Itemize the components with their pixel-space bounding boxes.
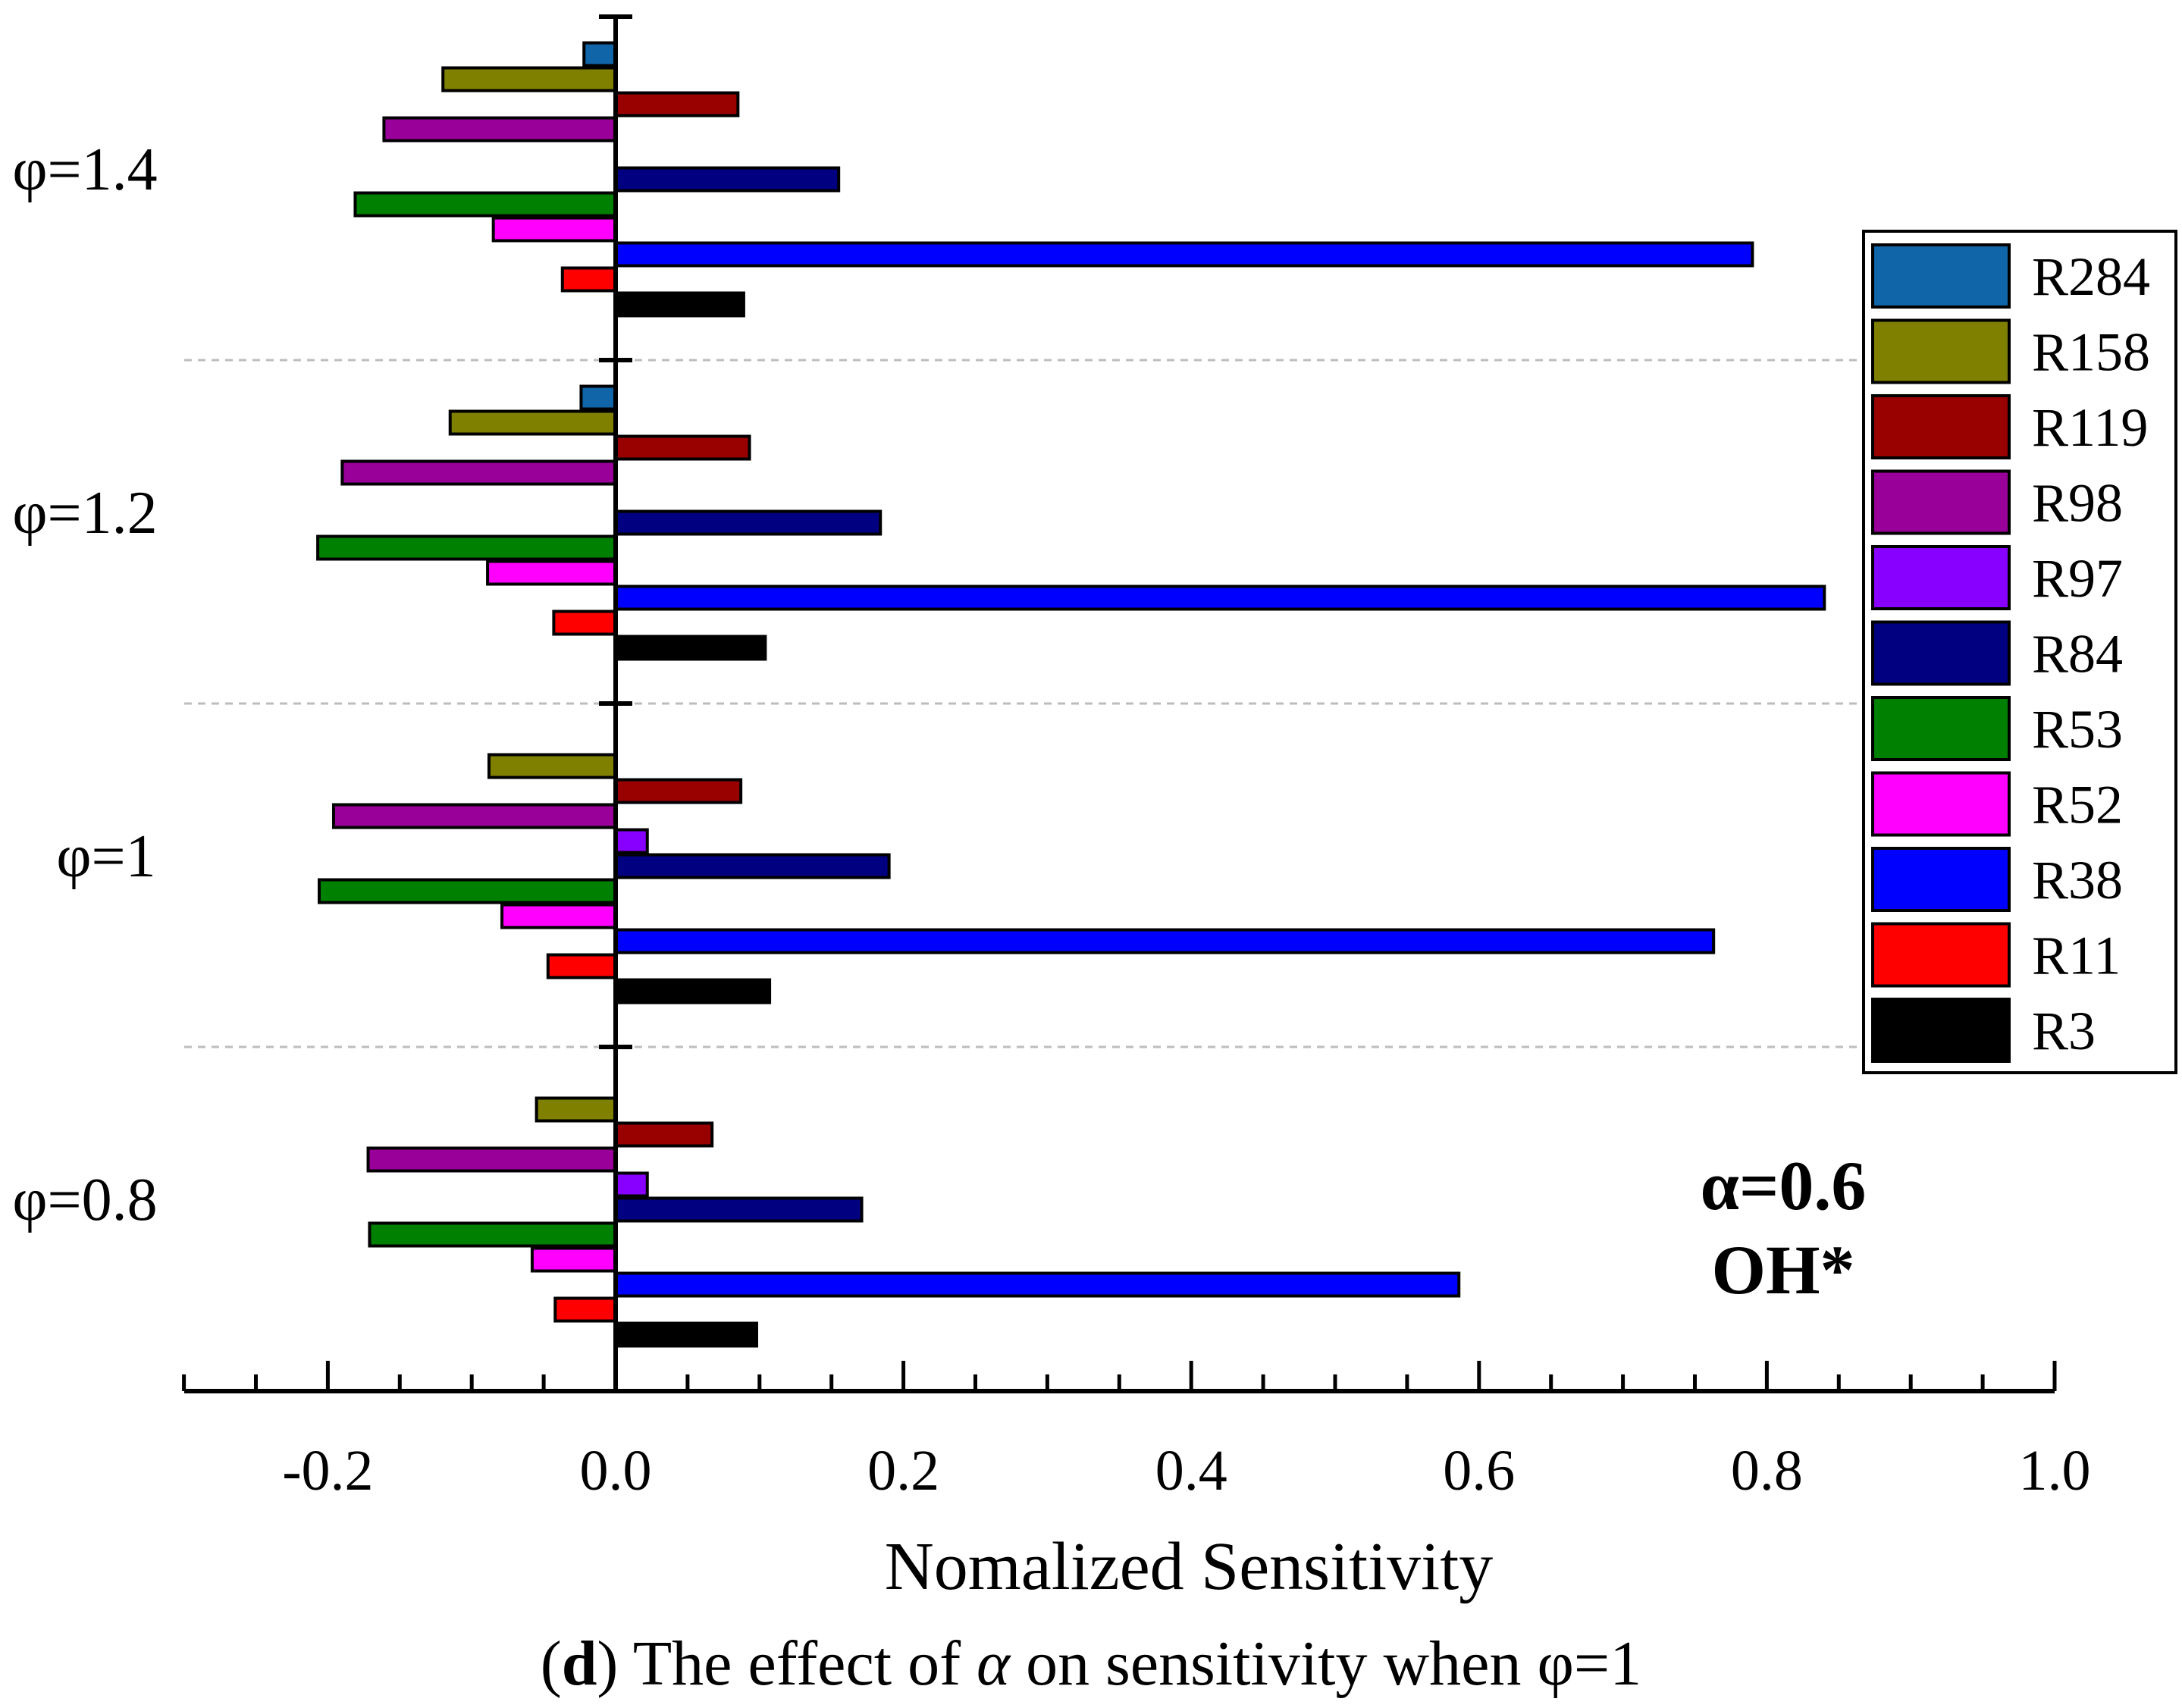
bar-r158-group-1	[441, 66, 617, 92]
bar-r38-group-3	[614, 928, 1716, 954]
legend-label-r53: R53	[2032, 699, 2123, 760]
category-label-2: φ=1.2	[12, 480, 157, 547]
x-tick-label-6: 0.8	[1731, 1439, 1803, 1503]
caption-text-after: on sensitivity when φ=1	[1010, 1628, 1641, 1699]
bar-r158-group-4	[535, 1096, 617, 1123]
legend-label-r84: R84	[2032, 624, 2123, 685]
r97	[1871, 545, 2011, 610]
x-tick-label-5: 0.6	[1443, 1439, 1515, 1503]
bar-r158-group-3	[487, 753, 618, 779]
bar-r53-group-1	[353, 191, 617, 218]
legend-label-r52: R52	[2032, 775, 2123, 835]
legend-label-r97: R97	[2032, 548, 2123, 609]
bar-r38-group-4	[614, 1271, 1461, 1298]
r11	[1871, 922, 2011, 988]
category-labels: φ=1.4 φ=1.2 φ=1 φ=0.8	[12, 136, 157, 1233]
bar-r52-group-4	[530, 1246, 618, 1273]
legend-label-r158: R158	[2032, 322, 2150, 383]
legend-label-r284: R284	[2032, 246, 2150, 307]
bar-r98-group-3	[331, 803, 617, 829]
species-annotation: OH*	[1711, 1231, 1854, 1308]
bar-r119-group-2	[614, 434, 751, 461]
bar-r84-group-4	[614, 1196, 864, 1223]
bar-r284-group-1	[582, 41, 618, 67]
bar-r98-group-1	[382, 116, 617, 143]
r38	[1871, 847, 2011, 912]
bar-r98-group-2	[340, 459, 617, 486]
bar-r97-group-3	[614, 828, 649, 854]
x-axis-ticks	[182, 1361, 2057, 1391]
bar-r52-group-1	[491, 216, 617, 243]
bar-r52-group-3	[500, 903, 617, 929]
r84	[1871, 620, 2011, 686]
caption-letter: d	[562, 1628, 597, 1699]
bar-r11-group-1	[560, 266, 617, 293]
group-separator-gridlines	[184, 359, 1858, 1048]
caption-prefix: (	[541, 1628, 562, 1699]
legend-label-r38: R38	[2032, 850, 2123, 910]
category-label-1: φ=1.4	[12, 136, 157, 203]
bar-r11-group-2	[552, 610, 617, 636]
r53	[1871, 696, 2011, 761]
bar-series	[316, 41, 1826, 1348]
bar-r38-group-1	[614, 241, 1754, 268]
bar-r119-group-3	[614, 778, 743, 804]
bar-r11-group-3	[546, 953, 618, 979]
x-tick-label-3: 0.2	[867, 1439, 939, 1503]
bar-r84-group-3	[614, 853, 891, 879]
bar-r53-group-3	[318, 878, 617, 904]
bar-r3-group-2	[614, 635, 767, 661]
x-axis-tick-labels: -0.2 0.0 0.2 0.4 0.6 0.8 1.0	[282, 1439, 2090, 1503]
legend-label-r98: R98	[2032, 473, 2123, 534]
bar-r3-group-3	[614, 978, 772, 1004]
category-label-4: φ=0.8	[12, 1167, 157, 1233]
x-tick-label-7: 1.0	[2019, 1439, 2091, 1503]
x-tick-label-4: 0.4	[1155, 1439, 1227, 1503]
legend: R284 R158 R119 R98 R97 R84 R53 R52 R38 R11 R3	[1862, 230, 2177, 1074]
bar-r53-group-4	[368, 1221, 617, 1248]
alpha-annotation: α=0.6	[1701, 1147, 1867, 1224]
category-label-3: φ=1	[56, 823, 155, 890]
x-axis-title: Nomalized Sensitivity	[885, 1529, 1493, 1604]
legend-label-r11: R11	[2032, 926, 2121, 986]
bar-r119-group-4	[614, 1121, 714, 1148]
bar-r119-group-1	[614, 91, 740, 118]
caption-text-before: ) The effect of	[597, 1628, 977, 1699]
r98	[1871, 469, 2011, 535]
x-tick-label-1: -0.2	[282, 1439, 373, 1503]
x-tick-label-2: 0.0	[580, 1439, 652, 1503]
bar-r158-group-2	[448, 409, 617, 436]
bar-r3-group-4	[614, 1321, 759, 1348]
r52	[1871, 771, 2011, 837]
bar-r38-group-2	[614, 584, 1826, 611]
figure-caption: (d) The effect of α on sensitivity when …	[541, 1628, 1642, 1699]
r3	[1871, 998, 2011, 1063]
legend-label-r3: R3	[2032, 1001, 2096, 1061]
bar-r98-group-4	[366, 1146, 617, 1173]
bar-r84-group-1	[614, 166, 841, 193]
bar-r52-group-2	[486, 559, 617, 586]
bar-r3-group-1	[614, 291, 745, 318]
bar-r284-group-2	[579, 384, 617, 411]
legend-label-r119: R119	[2032, 397, 2148, 458]
bar-r11-group-4	[553, 1296, 617, 1323]
r158	[1871, 318, 2011, 384]
caption-alpha: α	[977, 1628, 1011, 1699]
bar-r97-group-4	[614, 1171, 649, 1198]
r119	[1871, 394, 2011, 459]
r284	[1871, 243, 2011, 309]
bar-r53-group-2	[316, 534, 617, 561]
bar-r84-group-2	[614, 509, 883, 536]
